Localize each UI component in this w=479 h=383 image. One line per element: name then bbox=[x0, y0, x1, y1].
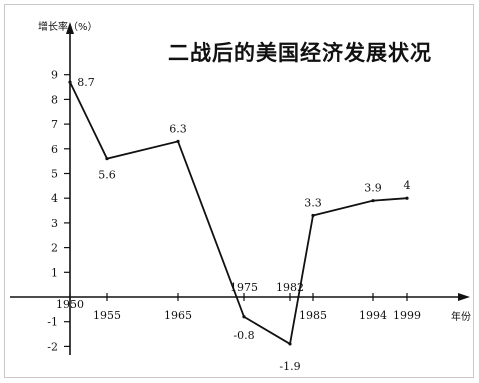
data-point bbox=[371, 199, 375, 203]
y-tick-label: 6 bbox=[51, 143, 58, 156]
y-tick-label: 1 bbox=[51, 266, 58, 279]
data-label: 3.3 bbox=[304, 196, 322, 209]
x-tick-label: 1950 bbox=[56, 298, 84, 311]
data-label: 3.9 bbox=[364, 182, 382, 195]
data-point bbox=[68, 80, 72, 84]
y-tick-label: -2 bbox=[47, 340, 58, 353]
y-tick-label: 9 bbox=[51, 69, 58, 82]
data-point bbox=[242, 315, 246, 319]
data-point bbox=[288, 342, 292, 346]
y-axis-title: 增长率（%） bbox=[38, 20, 98, 33]
series-line-layer bbox=[68, 80, 409, 346]
x-tick-label: 1975 bbox=[230, 281, 258, 294]
data-point bbox=[405, 196, 409, 200]
x-tick-label: 1965 bbox=[164, 309, 192, 322]
data-label: 8.7 bbox=[77, 76, 95, 89]
x-axis-title: 年份 bbox=[451, 310, 471, 323]
data-label: -0.8 bbox=[233, 329, 254, 342]
series-line bbox=[69, 81, 408, 346]
x-axis-arrow bbox=[458, 293, 470, 301]
data-point bbox=[105, 157, 109, 161]
chart-title: 二战后的美国经济发展状况 bbox=[168, 40, 432, 65]
data-label: 4 bbox=[404, 179, 411, 192]
data-label: -1.9 bbox=[279, 360, 300, 373]
y-tick-label: 8 bbox=[51, 93, 58, 106]
data-point bbox=[176, 139, 180, 143]
x-tick-label: 1994 bbox=[359, 309, 387, 322]
data-label: 6.3 bbox=[169, 122, 187, 135]
y-tick-label: 7 bbox=[51, 118, 58, 131]
x-tick-label: 1955 bbox=[93, 309, 121, 322]
x-tick-label: 1982 bbox=[276, 281, 304, 294]
y-tick-label: 2 bbox=[51, 242, 58, 255]
y-tick-label: 4 bbox=[51, 192, 58, 205]
y-tick-label: -1 bbox=[47, 316, 58, 329]
y-axis-arrow bbox=[66, 22, 74, 34]
x-tick-label: 1999 bbox=[393, 309, 421, 322]
y-tick-label: 3 bbox=[51, 217, 58, 230]
y-tick-label: 5 bbox=[51, 168, 58, 181]
labels-layer: 8.7 5.6 6.3 -0.8 -1.9 3.3 3.9 4 bbox=[77, 76, 410, 373]
x-tick-label: 1985 bbox=[299, 309, 327, 322]
data-point bbox=[311, 213, 315, 218]
data-label: 5.6 bbox=[98, 169, 116, 182]
chart-frame bbox=[4, 4, 474, 378]
